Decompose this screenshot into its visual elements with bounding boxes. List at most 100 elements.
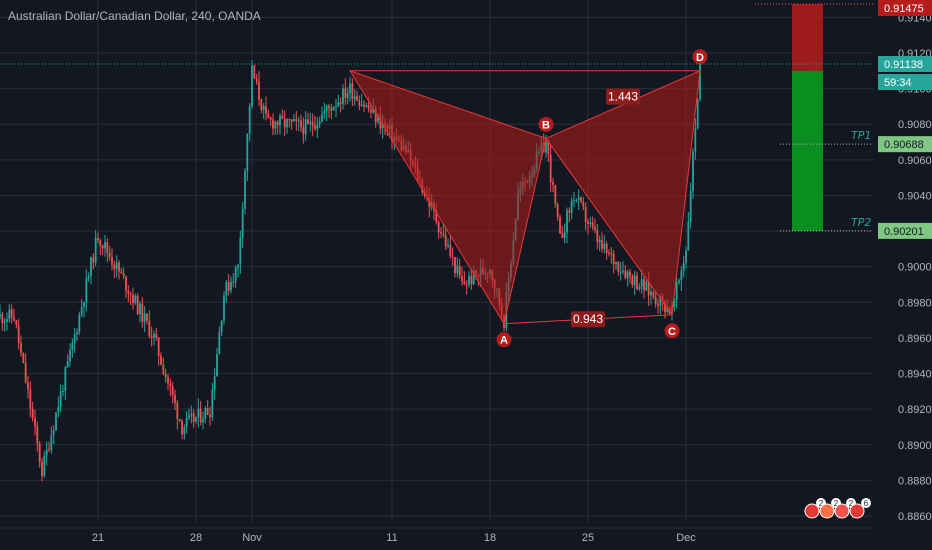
candle-body: [132, 294, 134, 304]
candle-body: [664, 300, 666, 313]
price-axis[interactable]: 0.914000.912000.910000.908000.906000.904…: [878, 0, 932, 523]
time-tick-label: Dec: [676, 532, 696, 544]
candle-body: [344, 88, 347, 98]
candle-body: [615, 261, 617, 265]
candle-body: [346, 93, 349, 98]
candle-body: [55, 412, 57, 431]
candle-body: [127, 290, 130, 294]
candle-body: [136, 295, 139, 315]
candle-body: [188, 415, 190, 418]
candle-body: [456, 265, 459, 274]
calendar-event-flag-icon[interactable]: [849, 503, 865, 519]
candle-body: [211, 389, 214, 418]
take-profit-zone[interactable]: [792, 70, 823, 231]
candle-body: [13, 317, 15, 321]
candle-body: [360, 104, 363, 106]
candle-body: [286, 119, 288, 128]
time-axis[interactable]: 21 28 Nov 11 18 25 Dec: [0, 527, 873, 544]
pattern-triangle-xab: [348, 69, 547, 325]
grid: [0, 0, 873, 522]
candle-body: [673, 299, 676, 307]
event-badges: 2 2 2 6: [804, 498, 871, 519]
candle-body: [381, 123, 384, 129]
candle-body: [554, 184, 557, 204]
ratio-label: 0.943: [573, 312, 603, 326]
candle-body: [59, 391, 62, 407]
candle-body: [160, 355, 162, 365]
price-tag-bg: [878, 222, 932, 239]
candle-body: [358, 100, 361, 106]
candle-body: [43, 455, 46, 476]
candle-body: [64, 367, 67, 392]
candle-body: [106, 242, 109, 253]
candle-body: [10, 309, 13, 318]
candle-body: [122, 273, 125, 277]
candle-body: [465, 284, 468, 286]
candle-body: [279, 115, 281, 126]
candle-body: [262, 106, 265, 110]
point-marker-a: [496, 332, 512, 348]
candle-body: [454, 257, 456, 274]
candle-body: [472, 269, 475, 285]
candle-body: [311, 121, 314, 126]
candle-body: [351, 83, 354, 99]
event-count: 2: [834, 499, 839, 508]
candle-body: [8, 309, 11, 320]
candle-body: [62, 391, 64, 393]
candle-body: [363, 104, 365, 107]
candle-body: [612, 253, 615, 265]
candle-body: [260, 99, 263, 110]
candle-body: [447, 245, 449, 247]
candle-body: [617, 261, 620, 272]
candle-body: [458, 265, 461, 277]
candle-body: [17, 324, 20, 344]
candle-body: [269, 117, 272, 120]
candle-body: [192, 413, 195, 422]
candle-body: [94, 237, 97, 263]
candle-body: [325, 106, 328, 112]
candle-body: [48, 449, 50, 451]
candle-body: [629, 271, 631, 277]
candle-body: [85, 278, 88, 303]
candle-body: [370, 109, 372, 113]
calendar-event-flag-icon[interactable]: [819, 503, 835, 519]
candle-body: [181, 421, 183, 435]
candle-body: [647, 281, 650, 296]
candle-body: [148, 320, 151, 337]
candle-body: [561, 233, 564, 238]
candle-body: [274, 122, 277, 129]
candle-body: [183, 427, 186, 435]
event-count: 6: [864, 499, 869, 508]
candle-body: [167, 377, 169, 384]
candle-body: [216, 354, 218, 377]
point-marker-d: [692, 49, 708, 65]
stop-loss-zone[interactable]: [792, 4, 823, 71]
candle-body: [657, 303, 659, 306]
candle-body: [169, 383, 172, 387]
calendar-event-flag-icon[interactable]: [834, 503, 850, 519]
calendar-event-flag-icon[interactable]: [804, 503, 820, 519]
candle-body: [258, 81, 260, 100]
candle-body: [1, 314, 4, 323]
candle-body: [15, 320, 18, 325]
candle-body: [304, 119, 307, 135]
candle-body: [584, 206, 587, 222]
candle-body: [178, 419, 181, 422]
candle-body: [575, 199, 578, 201]
candle-body: [87, 276, 90, 279]
candle-body: [318, 121, 321, 125]
candle-body: [150, 336, 153, 338]
candle-body: [20, 343, 22, 353]
candle-body: [197, 408, 200, 418]
candle-body: [223, 295, 225, 321]
candle-body: [22, 352, 25, 363]
candle-body: [552, 182, 554, 185]
candle-body: [244, 170, 246, 209]
event-count-badge: [861, 498, 871, 508]
candle-body: [570, 200, 573, 213]
candle-body: [645, 281, 648, 291]
